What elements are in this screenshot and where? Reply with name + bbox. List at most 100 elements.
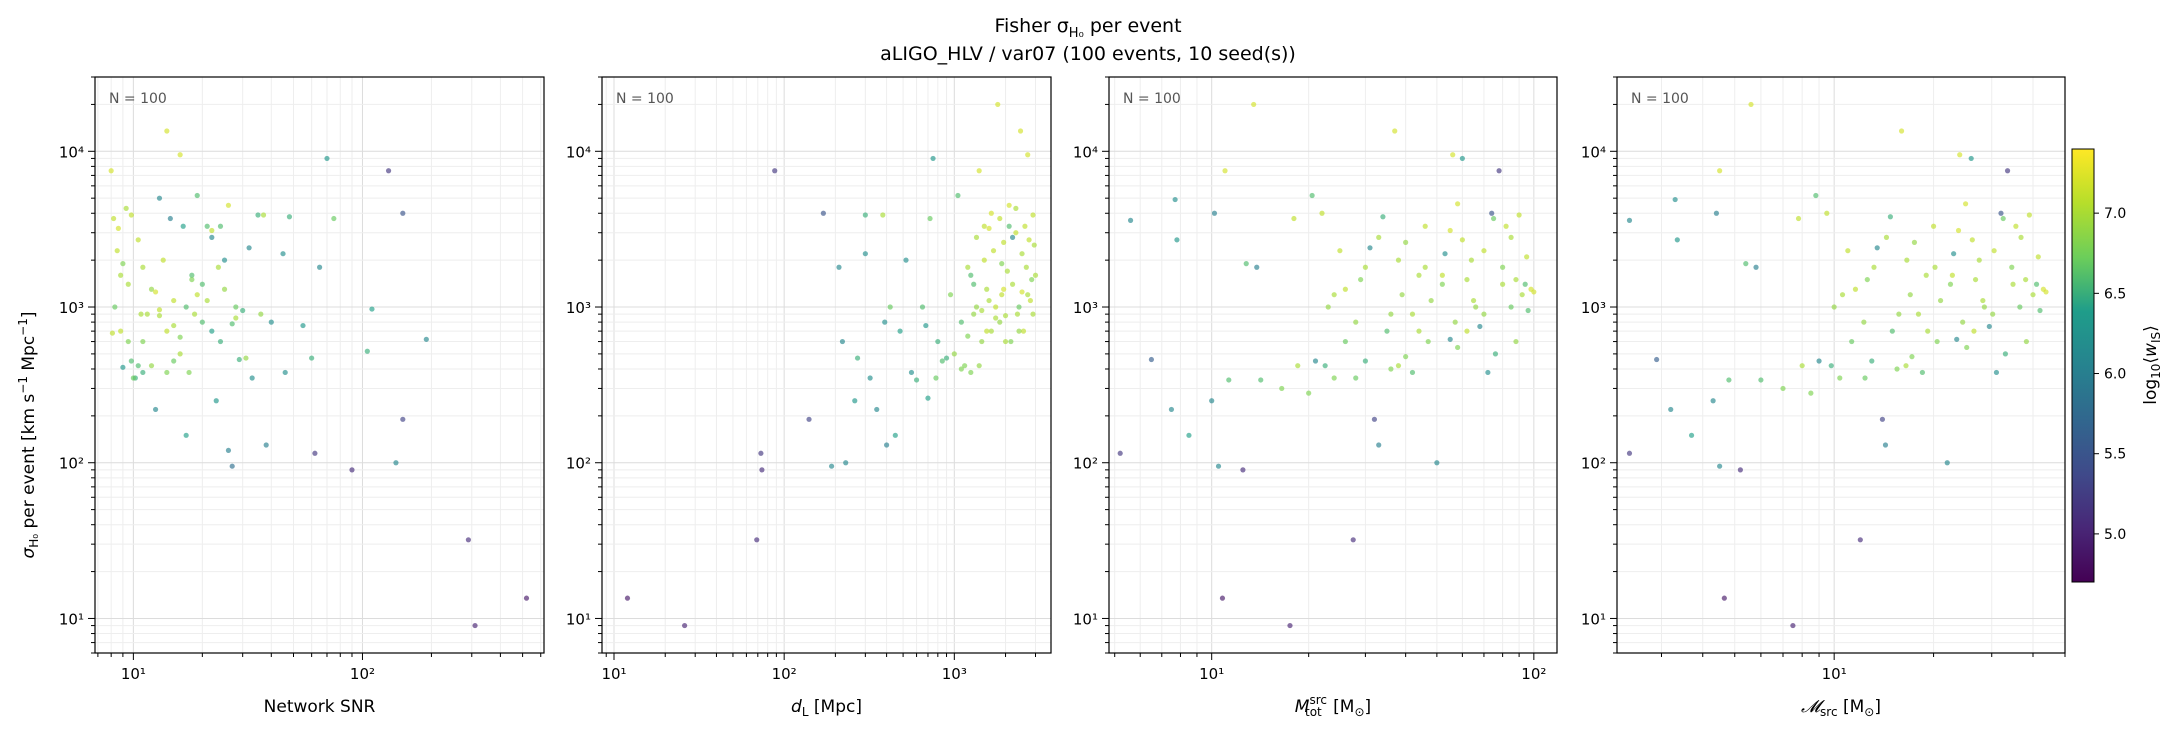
scatter-point: [1025, 292, 1031, 298]
scatter-point: [843, 460, 849, 466]
scatter-point: [393, 460, 399, 466]
y-tick-label: 10³: [59, 299, 84, 317]
scatter-point: [1240, 467, 1246, 473]
scatter-point: [369, 306, 375, 312]
scatter-point: [1211, 210, 1218, 216]
scatter-point: [1903, 363, 1909, 369]
scatter-point: [1452, 319, 1458, 325]
scatter-point: [1342, 338, 1348, 345]
scatter-point: [908, 369, 915, 376]
scatter-point: [1743, 261, 1749, 267]
scatter-point: [1898, 128, 1905, 134]
scatter-point: [246, 245, 252, 251]
scatter-point: [1869, 358, 1875, 364]
scatter-point: [1279, 385, 1285, 392]
scatter-point: [1148, 356, 1155, 363]
scatter-point: [1816, 358, 1822, 364]
scatter-point: [243, 355, 249, 361]
scatter-point: [331, 215, 337, 222]
scatter-point: [997, 319, 1003, 325]
scatter-point: [194, 192, 200, 199]
scatter-point: [1481, 311, 1487, 317]
scatter-point: [2030, 292, 2036, 298]
n-events-annotation: N = 100: [616, 91, 674, 107]
scatter-point: [108, 168, 114, 174]
axes-frame: [1616, 76, 2066, 654]
scatter-point: [1219, 595, 1226, 601]
scatter-point: [1976, 257, 1982, 263]
scatter-point: [349, 467, 355, 473]
scatter-point: [836, 264, 842, 270]
scatter-point: [1306, 390, 1312, 396]
scatter-point: [867, 375, 873, 381]
scatter-point: [258, 311, 264, 317]
scatter-point: [682, 622, 688, 629]
scatter-point: [1947, 281, 1954, 287]
scatter-point: [472, 622, 478, 629]
scatter-point: [947, 292, 954, 298]
scatter-point: [1258, 377, 1264, 383]
figure-title-line2: aLIGO_HLV / var07 (100 events, 10 seed(s…: [880, 43, 1296, 65]
scatter-point: [1972, 276, 1979, 283]
scatter-point: [183, 304, 189, 310]
scatter-point: [1428, 297, 1434, 304]
scatter-point: [968, 369, 974, 376]
scatter-point: [180, 223, 186, 229]
scatter-point: [1758, 377, 1764, 383]
y-tick-label: 10¹: [566, 610, 591, 628]
scatter-point: [624, 595, 631, 601]
scatter-point: [1416, 272, 1422, 278]
scatter-point: [1013, 230, 1019, 236]
scatter-point: [209, 328, 215, 334]
scatter-point: [1434, 460, 1440, 466]
scatter-points: [1117, 101, 1537, 629]
scatter-point: [1861, 319, 1867, 325]
scatter-point: [1337, 248, 1343, 254]
scatter-point: [820, 210, 826, 216]
scatter-point: [1009, 234, 1016, 240]
scatter-point: [971, 311, 977, 317]
scatter-point: [1485, 369, 1491, 376]
scatter-point: [958, 319, 964, 325]
scatter-point: [979, 307, 985, 314]
scatter-point: [1808, 390, 1814, 396]
scatter-point: [882, 319, 888, 325]
scatter-point: [1226, 377, 1232, 383]
scatter-point: [995, 101, 1001, 108]
x-tick-label: 10¹: [121, 665, 146, 683]
x-tick-label: 10¹: [1822, 665, 1847, 683]
scatter-point: [1371, 416, 1378, 422]
n-events-annotation: N = 100: [1123, 91, 1181, 107]
scatter-point: [1026, 237, 1032, 243]
scatter-point: [213, 398, 219, 404]
scatter-point: [1030, 212, 1036, 218]
plot-area: [1109, 77, 1557, 653]
scatter-point: [1957, 152, 1963, 158]
scatter-point: [1023, 264, 1029, 270]
scatter-point: [177, 334, 183, 340]
scatter-point: [1513, 276, 1519, 283]
figure-title-line1: Fisher σH₀ per event: [994, 15, 1181, 41]
scatter-point: [1500, 281, 1506, 287]
scatter-point: [1425, 338, 1431, 345]
scatter-point: [1930, 223, 1937, 229]
scatter-point: [183, 432, 189, 438]
scatter-point: [971, 281, 977, 287]
colorbar-tick-label: 6.5: [2104, 286, 2126, 302]
scatter-point: [852, 398, 858, 404]
scatter-point: [221, 257, 228, 263]
scatter-point: [204, 297, 210, 304]
scatter-point: [465, 537, 471, 543]
scatter-point: [1968, 155, 1974, 162]
scatter-point: [1882, 442, 1889, 448]
scatter-point: [759, 467, 765, 473]
scatter-point: [177, 351, 183, 357]
scatter-point: [1009, 281, 1016, 287]
scatter-point: [1737, 467, 1743, 473]
scatter-point: [156, 313, 163, 319]
scatter-point: [1442, 251, 1448, 257]
scatter-point: [1849, 338, 1855, 345]
scatter-point: [128, 358, 134, 364]
scatter-point: [1362, 358, 1368, 364]
panel-mtot: 10¹ 10² 10¹ 10² 10³ 10⁴ N = 100 Msrc tot [M⊙]: [1073, 76, 1558, 719]
